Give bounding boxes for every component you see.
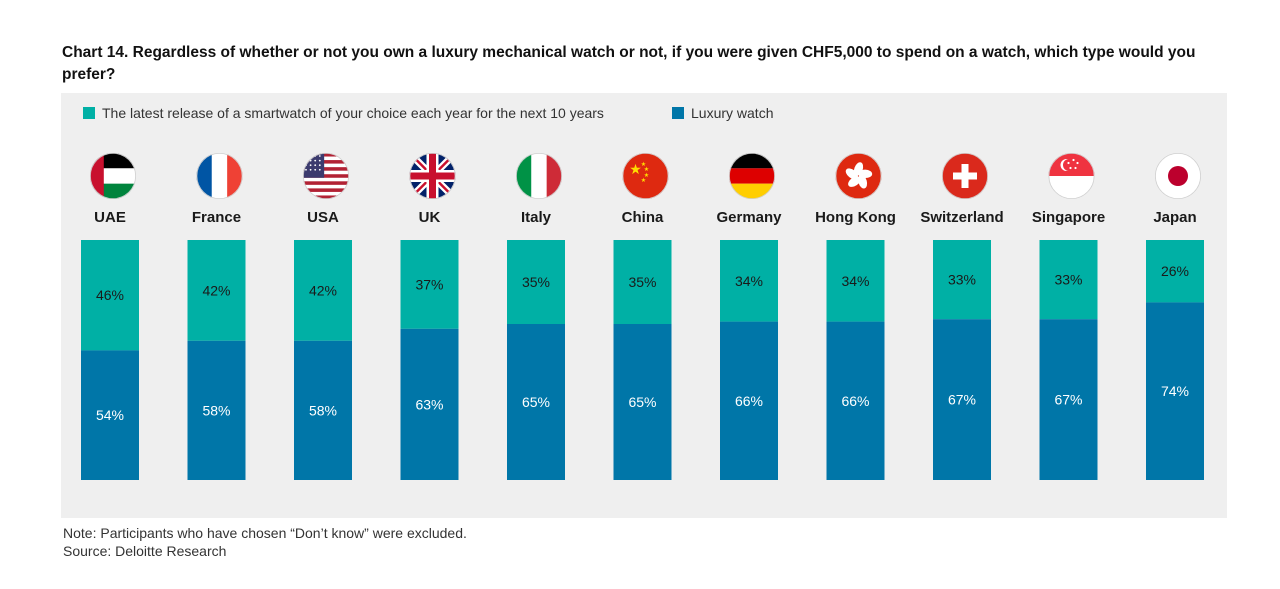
data-label-smartwatch: 34%: [841, 273, 869, 289]
usa-flag: [302, 153, 349, 200]
bar-smartwatch: [1146, 240, 1204, 303]
germany-flag: [729, 153, 776, 200]
category-label: UAE: [94, 209, 126, 226]
uk-flag: [409, 153, 456, 200]
data-label-luxury-watch: 66%: [735, 393, 763, 409]
category-label: Italy: [521, 209, 552, 226]
footnote: Note: Participants who have chosen “Don’…: [63, 525, 467, 541]
bar-luxury-watch: [507, 324, 565, 480]
bar-luxury-watch: [294, 340, 352, 480]
bar-luxury-watch: [81, 350, 139, 480]
category-label: France: [192, 209, 241, 226]
data-label-smartwatch: 35%: [522, 274, 550, 290]
data-label-luxury-watch: 58%: [309, 402, 337, 418]
bar-luxury-watch: [720, 321, 778, 480]
svg-text:★: ★: [644, 166, 649, 173]
data-label-smartwatch: 26%: [1161, 263, 1189, 279]
category-label: Hong Kong: [815, 209, 896, 226]
bar-smartwatch: [933, 240, 991, 320]
legend-swatch-smartwatch: [83, 107, 95, 119]
data-label-smartwatch: 46%: [96, 287, 124, 303]
data-label-luxury-watch: 67%: [1054, 392, 1082, 408]
data-label-luxury-watch: 54%: [96, 407, 124, 423]
bar-luxury-watch: [187, 340, 246, 480]
svg-text:★: ★: [629, 162, 642, 178]
data-label-smartwatch: 33%: [1054, 272, 1082, 288]
category-label: USA: [307, 209, 339, 226]
bar-smartwatch: [826, 240, 885, 322]
bar-smartwatch: [187, 240, 246, 341]
bar-luxury-watch: [933, 319, 991, 480]
data-label-luxury-watch: 67%: [948, 392, 976, 408]
hong-kong-flag: [835, 153, 882, 200]
bar-luxury-watch: [613, 324, 672, 480]
singapore-flag: [1048, 153, 1095, 200]
category-label: UK: [419, 209, 441, 226]
chart-panel: The latest release of a smartwatch of yo…: [61, 93, 1227, 518]
data-label-luxury-watch: 74%: [1161, 383, 1189, 399]
data-label-smartwatch: 42%: [202, 282, 230, 298]
france-flag: [196, 153, 243, 200]
legend-label-smartwatch: The latest release of a smartwatch of yo…: [102, 105, 604, 121]
category-label: Japan: [1153, 209, 1196, 226]
bar-smartwatch: [1039, 240, 1098, 320]
bar-smartwatch: [81, 240, 139, 351]
legend-swatch-luxury-watch: [672, 107, 684, 119]
svg-text:★: ★: [641, 177, 646, 184]
bar-smartwatch: [400, 240, 459, 329]
data-label-smartwatch: 42%: [309, 282, 337, 298]
data-label-luxury-watch: 65%: [522, 394, 550, 410]
china-flag: ★ ★★★★: [622, 153, 669, 200]
source-note: Source: Deloitte Research: [63, 543, 227, 559]
data-label-luxury-watch: 63%: [415, 396, 443, 412]
chart-title: Chart 14. Regardless of whether or not y…: [62, 44, 1196, 83]
uae-flag: [89, 153, 137, 200]
italy-flag: [515, 153, 562, 200]
data-label-smartwatch: 34%: [735, 273, 763, 289]
bar-smartwatch: [613, 240, 672, 324]
category-label: Switzerland: [920, 209, 1003, 226]
data-label-smartwatch: 35%: [628, 274, 656, 290]
bar-luxury-watch: [400, 328, 459, 480]
data-label-luxury-watch: 58%: [202, 402, 230, 418]
data-label-luxury-watch: 65%: [628, 394, 656, 410]
switzerland-flag: [942, 153, 989, 200]
data-label-smartwatch: 37%: [415, 276, 443, 292]
bar-smartwatch: [720, 240, 778, 322]
legend-item-smartwatch: The latest release of a smartwatch of yo…: [83, 105, 604, 121]
japan-flag: [1155, 153, 1202, 200]
bar-luxury-watch: [1146, 302, 1204, 480]
svg-text:★: ★: [641, 161, 646, 168]
stacked-bar-chart: 46% 54% UAE 42% 58% France 42% 58% USA 37% 63% UK 35…: [81, 153, 1204, 480]
data-label-luxury-watch: 66%: [841, 393, 869, 409]
svg-text:★: ★: [644, 172, 649, 179]
category-label: China: [622, 209, 664, 226]
legend-item-luxury-watch: Luxury watch: [672, 105, 773, 121]
category-label: Singapore: [1032, 209, 1105, 226]
data-label-smartwatch: 33%: [948, 272, 976, 288]
bar-smartwatch: [294, 240, 352, 341]
bar-smartwatch: [507, 240, 565, 324]
legend-label-luxury-watch: Luxury watch: [691, 105, 774, 121]
category-label: Germany: [716, 209, 782, 226]
bar-luxury-watch: [826, 321, 885, 480]
bar-luxury-watch: [1039, 319, 1098, 480]
